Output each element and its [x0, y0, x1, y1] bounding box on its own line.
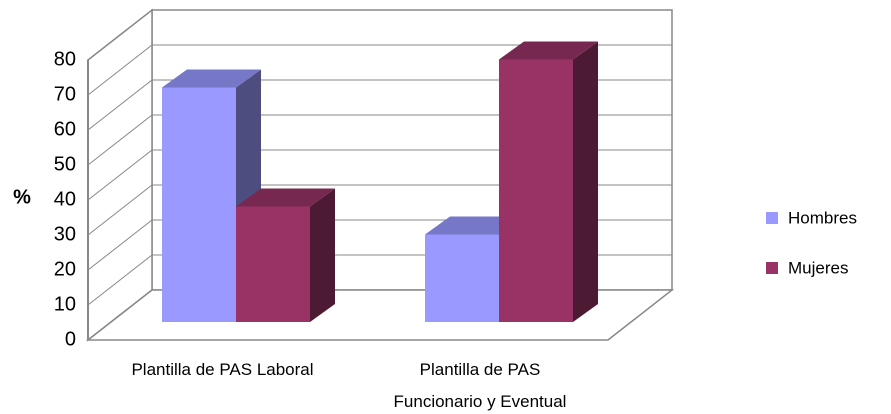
y-tick-label: 40 — [54, 188, 76, 210]
y-axis-label: % — [13, 186, 31, 208]
grid-line — [87, 44, 672, 96]
bar-top — [236, 188, 335, 207]
bar — [236, 206, 310, 322]
legend-label: Hombres — [788, 208, 857, 227]
grid-line — [87, 114, 672, 166]
grid-line — [87, 79, 672, 131]
bar — [499, 59, 573, 322]
bar — [425, 234, 499, 322]
y-tick-label: 20 — [54, 258, 76, 280]
bar-side — [310, 188, 335, 322]
y-tick-label: 70 — [54, 83, 76, 105]
y-tick-label: 60 — [54, 118, 76, 140]
grid-line — [87, 9, 672, 61]
y-tick-label: 30 — [54, 223, 76, 245]
legend-swatch — [766, 212, 778, 224]
x-tick-label: Plantilla de PAS Laboral — [131, 360, 314, 379]
y-tick-label: 10 — [54, 293, 76, 315]
bar — [162, 87, 236, 322]
x-tick-label: Plantilla de PAS Funcionario y Eventual — [393, 360, 567, 411]
grid-line — [87, 184, 672, 236]
y-tick-label: 0 — [65, 328, 76, 350]
bar-top — [499, 41, 598, 60]
bar-top — [162, 69, 261, 88]
bar-side — [573, 41, 598, 322]
y-tick-label: 80 — [54, 48, 76, 70]
y-tick-label: 50 — [54, 153, 76, 175]
legend-swatch — [766, 262, 778, 274]
legend-label: Mujeres — [788, 258, 848, 277]
grid-line — [87, 149, 672, 201]
